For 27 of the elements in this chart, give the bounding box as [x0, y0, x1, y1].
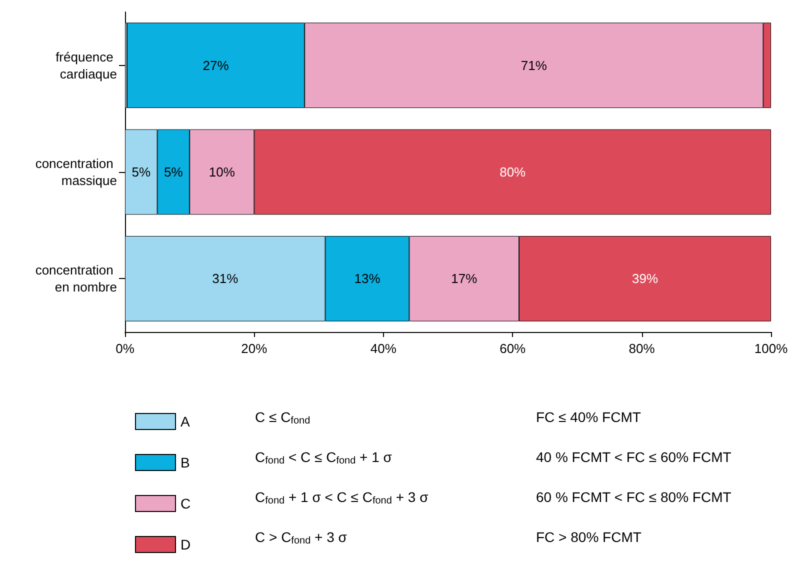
x-tick-label: 0%	[116, 341, 135, 356]
y-tick-label: concentration massique	[35, 156, 117, 188]
data-label: 80%	[500, 164, 526, 180]
data-label: 27%	[202, 58, 230, 73]
legend-label: D	[180, 536, 191, 552]
data-label: 17%	[451, 271, 478, 286]
legend-label: B	[180, 454, 190, 470]
data-label: 5%	[164, 164, 184, 180]
x-tick-label: 60%	[500, 341, 526, 356]
data-label: 10%	[208, 164, 236, 180]
y-tick-label: fréquence cardiaque	[56, 49, 117, 82]
y-tick-label: concentration en nombre	[35, 262, 117, 295]
legend-label: A	[180, 414, 190, 430]
text: 60 % FCMT < FC ≤ 80% FCMT	[536, 489, 732, 505]
x-tick-label: 20%	[241, 341, 268, 356]
legend-label: C	[180, 496, 191, 512]
data-label: 5%	[132, 164, 151, 180]
x-tick-label: 100%	[754, 341, 788, 356]
text: 40 % FCMT < FC ≤ 60% FCMT	[536, 449, 732, 465]
data-label: 13%	[354, 271, 381, 286]
data-label: 39%	[632, 271, 658, 286]
x-tick-label: 40%	[370, 341, 397, 356]
data-label: 71%	[520, 58, 548, 73]
data-label: 31%	[212, 271, 239, 286]
text: FC > 80% FCMT	[536, 529, 642, 545]
x-tick-label: 80%	[628, 341, 656, 356]
text: FC ≤ 40% FCMT	[536, 409, 642, 425]
